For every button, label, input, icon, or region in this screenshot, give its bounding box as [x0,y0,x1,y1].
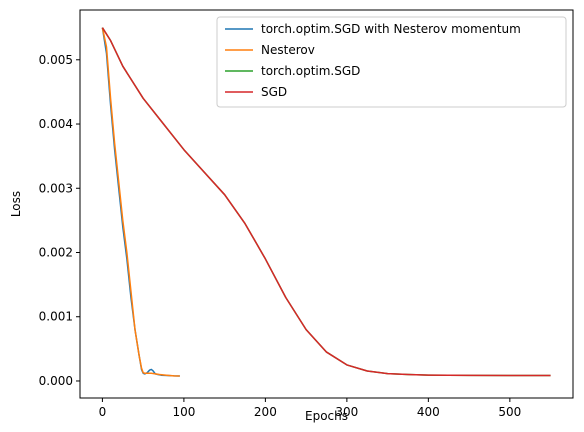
legend: torch.optim.SGD with Nesterov momentum Ne… [216,16,567,108]
x-tick-label: 200 [254,405,277,419]
y-axis-label: Loss [9,191,23,217]
x-tick-label: 100 [172,405,195,419]
y-tick-label: 0.001 [39,310,73,324]
plot-lines [101,27,551,377]
x-tick-label: 0 [99,405,107,419]
series-line-3 [101,27,551,377]
legend-label: torch.optim.SGD [261,64,360,78]
x-tick-label: 400 [417,405,440,419]
legend-label: SGD [261,85,287,99]
y-axis: 0.000 0.001 0.002 0.003 0.004 0.005 [39,53,80,388]
x-tick-label: 300 [335,405,358,419]
legend-box [216,16,567,108]
series-line-0 [101,27,180,377]
x-axis: 0 100 200 300 400 500 [99,398,521,419]
y-tick-label: 0.004 [39,117,73,131]
series-line-1 [101,27,180,377]
legend-label: Nesterov [261,43,315,57]
plot-frame [79,9,574,399]
y-tick-label: 0.005 [39,53,73,67]
y-tick-label: 0.003 [39,181,73,195]
y-tick-label: 0.002 [39,246,73,260]
x-tick-label: 500 [498,405,521,419]
legend-label: torch.optim.SGD with Nesterov momentum [261,22,521,36]
x-axis-label: Epochs [305,409,348,423]
y-tick-label: 0.000 [39,374,73,388]
